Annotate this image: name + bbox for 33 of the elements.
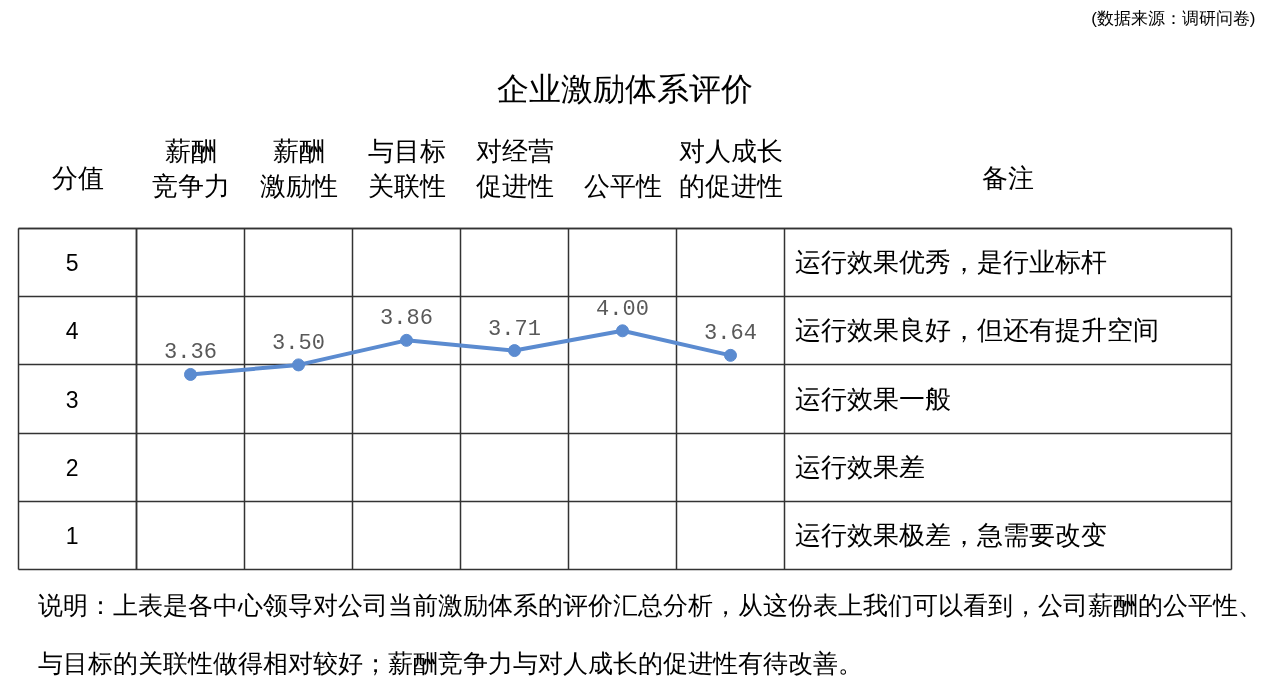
y-tick-label: 2 <box>65 454 79 481</box>
text: 备注 <box>982 164 1034 193</box>
category-label: 运行效果优秀，是行业标杆 <box>794 248 1107 278</box>
data-label: 3.71 <box>488 316 541 342</box>
point <box>400 333 413 347</box>
x-tick-label: 公平性 <box>583 171 662 201</box>
chart-title: 企业激励体系评价 <box>497 70 753 107</box>
point <box>292 358 305 372</box>
point <box>184 367 197 381</box>
point <box>724 348 737 362</box>
category-label: 运行效果差 <box>794 452 925 482</box>
data-label: 4.00 <box>596 296 649 322</box>
data-label: 3.86 <box>380 306 433 332</box>
data-label: 3.64 <box>704 321 757 347</box>
category-label: 运行效果一般 <box>794 384 951 414</box>
x-tick-label: 薪酬竞争力 <box>151 136 230 201</box>
point <box>508 344 521 358</box>
point <box>616 324 629 338</box>
text: (数据来源：调研问卷) <box>1091 9 1256 28</box>
data-label: 3.36 <box>164 340 217 366</box>
y-axis-title: 分值 <box>51 164 104 193</box>
x-tick-label: 薪酬激励性 <box>259 136 338 201</box>
text: 说明：上表是各中心领导对公司当前激励体系的评价汇总分析，从这份表上我们可以看到，公司薪酬的公平性、与目标的关联性做得相对较好；薪酬竞争力与对人成长的促进性有待改善。 <box>37 590 1263 678</box>
data-label: 3.50 <box>272 330 325 356</box>
x-tick-label: 与目标关联性 <box>367 136 446 201</box>
x-tick-label: 对人成长的促进性 <box>678 136 783 201</box>
y-tick-label: 1 <box>65 522 79 549</box>
y-tick-label: 5 <box>65 250 79 277</box>
category-label: 运行效果良好，但还有提升空间 <box>794 316 1159 346</box>
y-tick-label: 3 <box>65 386 79 413</box>
y-tick-label: 4 <box>65 318 79 345</box>
category-label: 运行效果极差，急需要改变 <box>794 520 1107 550</box>
x-tick-label: 对经营促进性 <box>475 136 554 201</box>
